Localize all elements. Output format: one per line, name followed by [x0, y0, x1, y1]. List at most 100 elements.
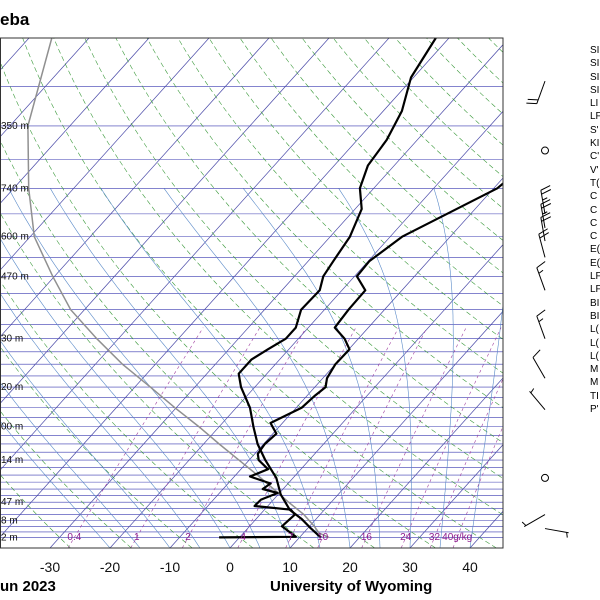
station-code: P' [590, 404, 599, 416]
isotherm [469, 510, 503, 548]
height-label: 600 m [1, 232, 29, 243]
height-label: 350 m [1, 121, 29, 132]
moist-adiabat [0, 339, 171, 548]
height-label: 8 m [1, 516, 18, 527]
barb-half-flag [521, 521, 527, 526]
wind-barb [541, 473, 549, 482]
dry-adiabat [270, 38, 503, 274]
chart-grid [0, 38, 503, 548]
barb-half-flag [530, 388, 535, 394]
dry-adiabat [0, 474, 71, 548]
dry-adiabat [115, 38, 503, 444]
x-tick-label: 10 [282, 559, 298, 575]
barb-flag [526, 102, 537, 105]
wind-barb [538, 228, 549, 258]
station-code: C' [590, 151, 600, 163]
isotherm [169, 177, 503, 548]
moist-adiabat [0, 381, 141, 548]
barb-staff [536, 267, 546, 291]
barb-flag [540, 212, 551, 218]
dry-adiabat [177, 38, 503, 374]
mixing-ratio-line [400, 327, 502, 548]
isotherm [229, 244, 503, 548]
footer-credit: University of Wyoming [270, 578, 433, 595]
barb-staff [544, 528, 569, 534]
parcel-line [27, 38, 330, 539]
station-code: C [590, 231, 598, 243]
barb-flag [540, 185, 551, 191]
mixing-ratio-label: 24 [400, 532, 412, 543]
station-code: T( [590, 177, 600, 189]
station-code: S' [590, 124, 599, 136]
moist-adiabat [242, 188, 381, 548]
mixing-ratio-line [130, 327, 261, 548]
wind-barb [529, 388, 546, 411]
barb-flag [541, 189, 552, 195]
station-code: L( [590, 337, 599, 349]
mixing-ratio-line [285, 327, 399, 548]
mixing-ratio-line [317, 327, 428, 548]
station-code: M [590, 364, 599, 376]
wind-barb [536, 261, 546, 291]
isotherm [0, 38, 30, 71]
dry-adiabat [53, 38, 503, 516]
barb-staff [540, 190, 546, 214]
barb-flag [539, 232, 549, 239]
isotherm [0, 38, 150, 205]
dry-adiabat [488, 38, 503, 53]
x-tick-label: 40 [462, 559, 478, 575]
wind-barb [541, 146, 549, 155]
barb-half-flag [566, 532, 568, 538]
x-tick-label: 30 [402, 559, 418, 575]
dry-adiabat [0, 139, 375, 548]
dry-adiabat [208, 38, 503, 340]
height-label: 2 m [1, 532, 18, 543]
x-tick-label: -30 [40, 559, 60, 575]
moist-adiabat [8, 188, 261, 548]
wind-barbs [521, 80, 569, 538]
barb-half-flag [538, 269, 544, 274]
station-code: V' [590, 164, 599, 176]
height-label: 740 m [1, 183, 29, 194]
isotherm [349, 377, 503, 548]
dry-adiabat [0, 212, 315, 548]
isotherm [289, 310, 503, 548]
wind-barb [540, 212, 552, 242]
dry-adiabat [0, 410, 132, 548]
moist-adiabat [0, 292, 201, 548]
moist-adiabat [338, 188, 412, 548]
station-code: C [590, 217, 598, 229]
dry-adiabat [0, 60, 436, 548]
height-label: 47 m [1, 497, 23, 508]
barb-flag [540, 199, 551, 205]
barb-flag [538, 228, 548, 235]
barb-flag [532, 349, 541, 358]
station-code: C [590, 204, 598, 216]
isotherm [109, 110, 503, 548]
wind-barb [521, 514, 546, 527]
x-tick-label: -20 [100, 559, 120, 575]
chart-title: eba [0, 10, 30, 29]
barb-flag [536, 309, 546, 317]
wind-barb [526, 80, 546, 105]
barb-staff [538, 234, 546, 258]
isotherm [0, 38, 210, 271]
station-code: SI [590, 71, 600, 83]
moist-adiabat [433, 188, 454, 548]
dry-adiabat [146, 38, 503, 408]
barb-flag [541, 216, 552, 222]
isotherm [0, 38, 450, 538]
height-label: 00 m [1, 422, 23, 433]
dry-adiabat [239, 38, 503, 307]
chart-profiles [27, 38, 503, 539]
station-code: SI [590, 84, 600, 96]
calm-circle [541, 473, 549, 482]
dry-adiabat [426, 38, 503, 115]
height-label: 20 m [1, 382, 23, 393]
wind-barb [532, 349, 546, 379]
height-label: 470 m [1, 271, 29, 282]
station-code: BI [590, 297, 600, 309]
dry-adiabat [301, 38, 503, 241]
dry-adiabat [395, 38, 503, 146]
footer-date: un 2023 [0, 578, 56, 595]
